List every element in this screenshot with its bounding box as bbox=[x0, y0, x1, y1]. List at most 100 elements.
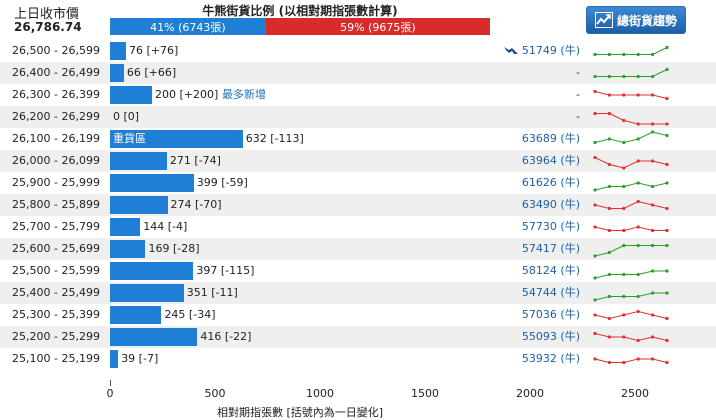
strike-range-label: 25,600 - 25,699 bbox=[12, 242, 100, 255]
trend-sparkline[interactable] bbox=[592, 41, 670, 61]
sparkline-point bbox=[665, 67, 669, 72]
sparkline-point bbox=[607, 335, 611, 339]
sparkline-point bbox=[636, 294, 640, 299]
bar-value-label: 271 [-74] bbox=[169, 154, 221, 167]
strike-range-label: 25,700 - 25,799 bbox=[12, 220, 100, 233]
total-trend-button[interactable]: 總街貨趨勢 bbox=[586, 6, 686, 34]
bar[interactable] bbox=[110, 328, 198, 346]
bar[interactable] bbox=[110, 218, 141, 236]
sparkline-point bbox=[665, 206, 669, 211]
strike-range-label: 26,500 - 26,599 bbox=[12, 44, 100, 57]
bull-count-link[interactable]: 57036 (牛) bbox=[521, 308, 580, 321]
strike-range-label: 25,800 - 25,899 bbox=[12, 198, 100, 211]
bar-value-label: 399 [-59] bbox=[196, 176, 248, 189]
sparkline-point bbox=[636, 243, 640, 248]
sparkline-point bbox=[622, 184, 626, 189]
sparkline-point bbox=[607, 228, 611, 233]
bull-count-link[interactable]: 57417 (牛) bbox=[521, 242, 580, 255]
sparkline-point bbox=[607, 360, 611, 365]
table-row: 25,700 - 25,799 144 [-4] 57730 (牛) bbox=[0, 216, 716, 238]
sparkline-point bbox=[651, 122, 655, 126]
table-row: 25,500 - 25,599 397 [-115] 58124 (牛) bbox=[0, 260, 716, 282]
trend-sparkline[interactable] bbox=[592, 217, 670, 237]
sparkline-point bbox=[622, 272, 626, 277]
sparkline-point bbox=[607, 162, 611, 167]
bar-value-label: 397 [-115] bbox=[196, 264, 255, 277]
trend-sparkline[interactable] bbox=[592, 283, 670, 303]
sparkline-point bbox=[651, 52, 655, 57]
trend-sparkline[interactable] bbox=[592, 107, 670, 127]
sparkline-point bbox=[622, 52, 626, 57]
bull-count-link[interactable]: 58124 (牛) bbox=[521, 264, 580, 277]
trend-sparkline[interactable] bbox=[592, 63, 670, 83]
sparkline-point bbox=[607, 250, 611, 255]
x-axis-origin-line bbox=[110, 380, 111, 386]
strike-range-label: 26,200 - 26,299 bbox=[12, 110, 100, 123]
bull-count-link[interactable]: 53932 (牛) bbox=[521, 352, 580, 365]
sparkline-point bbox=[593, 89, 597, 94]
sparkline-point bbox=[651, 269, 655, 273]
trend-sparkline[interactable] bbox=[592, 85, 670, 105]
sparkline-line bbox=[594, 270, 667, 279]
bull-count-link[interactable]: 63689 (牛) bbox=[521, 132, 580, 145]
bull-bear-ratio-bar: 41% (6743張) 59% (9675張) bbox=[110, 18, 490, 35]
sparkline-point bbox=[593, 74, 597, 79]
sparkline-line bbox=[594, 358, 668, 363]
trend-sparkline[interactable] bbox=[592, 305, 670, 325]
sparkline-point bbox=[665, 181, 669, 185]
trend-sparkline[interactable] bbox=[592, 151, 670, 171]
bar-value-label: 144 [-4] bbox=[143, 220, 188, 233]
sparkline-point bbox=[636, 225, 640, 229]
total-trend-label: 總街貨趨勢 bbox=[616, 13, 677, 28]
sparkline-point bbox=[593, 298, 597, 302]
bull-ratio-segment: 41% (6743張) bbox=[110, 18, 266, 35]
bar[interactable] bbox=[110, 42, 126, 60]
bar[interactable] bbox=[110, 196, 168, 214]
x-tick-label: 1000 bbox=[306, 387, 334, 400]
trend-sparkline[interactable] bbox=[592, 129, 670, 149]
sparkline-point bbox=[665, 243, 669, 248]
trend-sparkline[interactable] bbox=[592, 261, 670, 281]
bull-count-link[interactable]: 61626 (牛) bbox=[521, 176, 580, 189]
sparkline-point bbox=[651, 184, 655, 189]
bar[interactable] bbox=[110, 86, 152, 104]
bull-count-link[interactable]: 63964 (牛) bbox=[521, 154, 580, 167]
sparkline-point bbox=[593, 52, 597, 57]
sparkline-point bbox=[593, 140, 597, 145]
sparkline-point bbox=[651, 203, 655, 207]
sparkline-point bbox=[665, 133, 669, 138]
heavy-zone-tag: 重貨區 bbox=[113, 132, 146, 145]
bar[interactable] bbox=[110, 174, 194, 192]
trend-sparkline[interactable] bbox=[592, 349, 670, 369]
sparkline-line bbox=[595, 47, 668, 55]
bar[interactable] bbox=[110, 64, 124, 82]
sparkline-point bbox=[636, 272, 640, 277]
bar[interactable] bbox=[110, 240, 146, 258]
sparkline-point bbox=[651, 357, 655, 361]
sparkline-line bbox=[594, 91, 668, 99]
sparkline-point bbox=[622, 140, 626, 145]
bar[interactable] bbox=[110, 130, 243, 148]
trend-sparkline[interactable] bbox=[592, 173, 670, 193]
trend-sparkline[interactable] bbox=[592, 195, 670, 215]
sparkline-point bbox=[593, 203, 597, 207]
x-tick-label: 2000 bbox=[516, 387, 544, 400]
table-row: 26,000 - 26,099 271 [-74] 63964 (牛) bbox=[0, 150, 716, 172]
sparkline-line bbox=[595, 113, 667, 125]
bull-count-link[interactable]: 51749 (牛) bbox=[521, 44, 580, 57]
bar[interactable] bbox=[110, 262, 194, 280]
bar[interactable] bbox=[110, 152, 167, 170]
bull-count-link[interactable]: 54744 (牛) bbox=[521, 286, 580, 299]
bull-count-link[interactable]: 55093 (牛) bbox=[521, 330, 580, 343]
trend-sparkline[interactable] bbox=[592, 239, 670, 259]
bull-count-link[interactable]: 63490 (牛) bbox=[521, 198, 580, 211]
trend-sparkline[interactable] bbox=[592, 327, 670, 347]
bar[interactable] bbox=[110, 350, 119, 368]
bar[interactable] bbox=[110, 306, 162, 324]
bar[interactable] bbox=[110, 284, 184, 302]
strike-range-label: 25,900 - 25,999 bbox=[12, 176, 100, 189]
sparkline-point bbox=[622, 294, 626, 299]
sparkline-point bbox=[622, 166, 626, 170]
sparkline-point bbox=[636, 52, 640, 57]
bull-count-link[interactable]: 57730 (牛) bbox=[521, 220, 580, 233]
